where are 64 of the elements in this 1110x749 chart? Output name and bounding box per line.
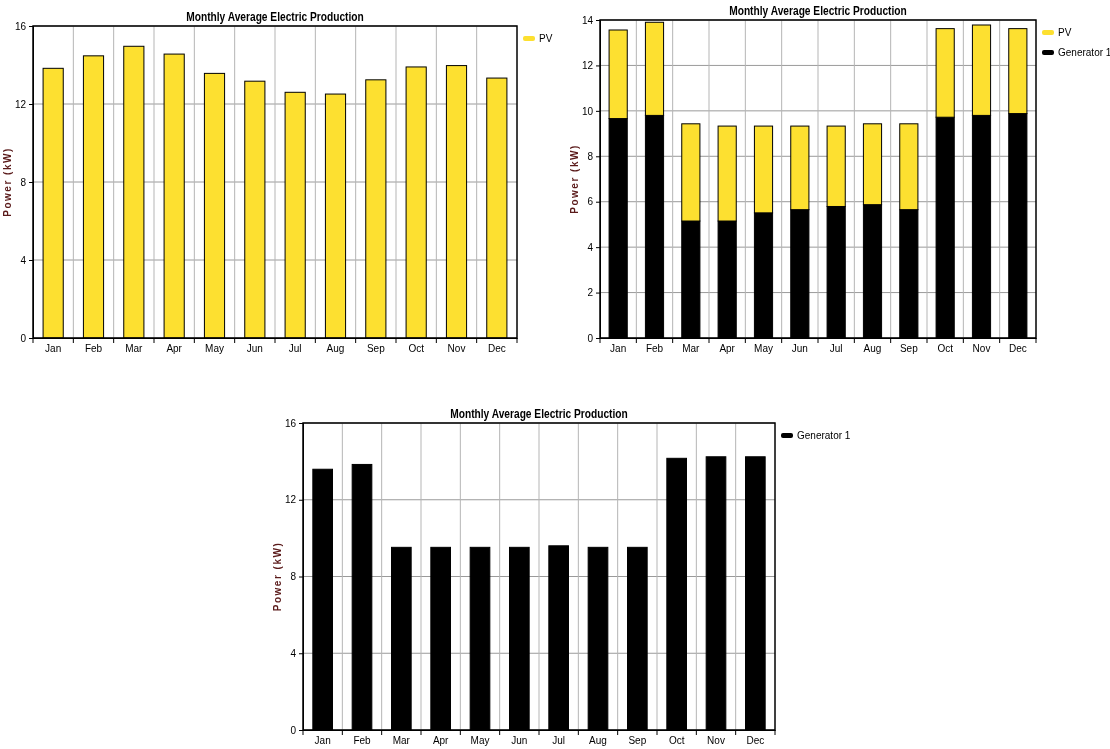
x-tick-label: Mar	[682, 343, 701, 354]
x-tick-label: Oct	[668, 735, 685, 746]
y-tick-label: 0	[290, 724, 297, 736]
x-tick-label: Nov	[447, 343, 466, 354]
x-tick-label: May	[754, 343, 773, 354]
x-tick-label: May	[470, 735, 490, 746]
y-axis-title: Power (kW)	[569, 144, 580, 214]
y-tick-label: 8	[290, 571, 297, 583]
legend-label: Generator 1	[797, 430, 851, 441]
y-tick-label: 4	[587, 241, 594, 253]
y-tick-label: 14	[581, 14, 594, 26]
chart-title: Monthly Average Electric Production	[186, 10, 364, 24]
y-tick-label: 10	[581, 105, 594, 117]
x-tick-label: Jul	[829, 343, 843, 354]
x-tick-label: Jun	[246, 343, 263, 354]
x-tick-label: Feb	[84, 343, 103, 354]
x-tick-label: Jun	[511, 735, 528, 746]
x-tick-label: Feb	[645, 343, 664, 354]
x-tick-label: Sep	[628, 735, 647, 746]
x-tick-label: May	[205, 343, 224, 354]
x-tick-label: Apr	[166, 343, 183, 354]
chart-title: Monthly Average Electric Production	[729, 4, 907, 18]
y-tick-label: 8	[587, 150, 594, 162]
y-tick-label: 16	[14, 20, 27, 32]
x-tick-label: Oct	[408, 343, 425, 354]
y-tick-label: 12	[14, 98, 27, 110]
chart-title: Monthly Average Electric Production	[450, 407, 628, 421]
legend-label: PV	[1058, 27, 1072, 38]
y-tick-label: 2	[587, 287, 594, 299]
x-tick-label: Feb	[353, 735, 372, 746]
y-tick-label: 8	[20, 176, 27, 188]
x-tick-label: Aug	[863, 343, 882, 354]
x-tick-label: Nov	[707, 735, 725, 746]
x-tick-label: Jan	[45, 343, 62, 354]
y-tick-label: 12	[284, 494, 297, 506]
x-tick-label: Dec	[746, 735, 765, 746]
x-tick-label: Nov	[972, 343, 991, 354]
x-tick-label: Jul	[552, 735, 566, 746]
y-tick-label: 16	[284, 417, 297, 429]
x-tick-label: Mar	[125, 343, 144, 354]
y-tick-label: 4	[20, 254, 27, 266]
x-tick-label: Aug	[326, 343, 345, 354]
y-axis-title: Power (kW)	[272, 541, 283, 612]
y-tick-label: 6	[587, 196, 594, 208]
legend-label: Generator 1	[1058, 47, 1110, 58]
legend-label: PV	[539, 33, 553, 44]
x-tick-label: Jun	[791, 343, 808, 354]
x-tick-label: Aug	[589, 735, 607, 746]
y-tick-label: 4	[290, 647, 297, 659]
x-tick-label: Oct	[937, 343, 954, 354]
x-tick-label: Jul	[288, 343, 302, 354]
x-tick-label: Dec	[487, 343, 506, 354]
x-tick-label: Mar	[392, 735, 411, 746]
y-tick-label: 0	[20, 332, 27, 344]
y-tick-label: 12	[581, 60, 594, 72]
x-tick-label: Dec	[1008, 343, 1027, 354]
y-axis-title: Power (kW)	[2, 147, 13, 217]
x-tick-label: Sep	[366, 343, 386, 354]
x-tick-label: Jan	[610, 343, 627, 354]
x-tick-label: Apr	[432, 735, 450, 746]
x-tick-label: Jan	[314, 735, 331, 746]
x-tick-label: Apr	[719, 343, 736, 354]
y-tick-label: 0	[587, 332, 594, 344]
x-tick-label: Sep	[899, 343, 919, 354]
